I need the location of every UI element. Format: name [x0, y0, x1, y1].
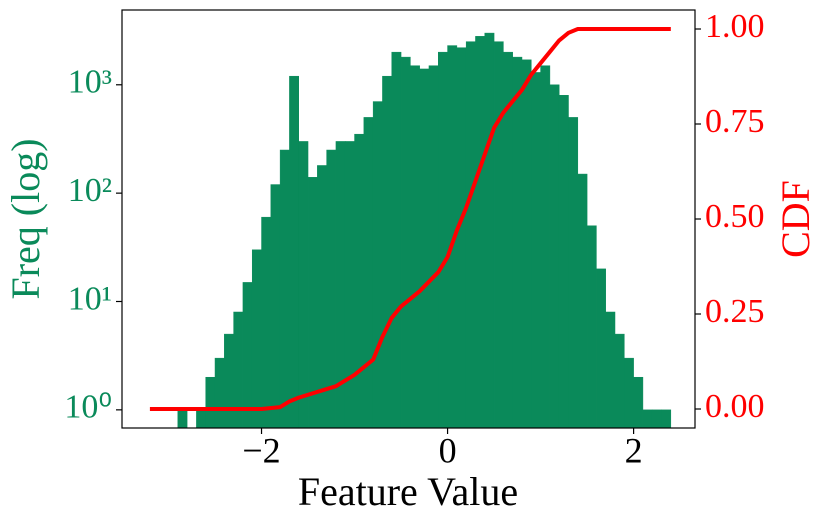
y2-tick-label: 1.00	[705, 8, 765, 45]
bar	[354, 133, 365, 429]
bar	[540, 65, 551, 429]
bar	[651, 409, 662, 429]
bar	[661, 409, 672, 429]
bar	[438, 51, 448, 429]
bar	[289, 75, 299, 429]
bar	[475, 36, 486, 429]
bar	[586, 225, 597, 429]
bar	[205, 376, 216, 429]
bar	[261, 216, 272, 429]
x-tick-label: 2	[625, 430, 643, 470]
bar	[493, 41, 504, 429]
bar	[633, 376, 644, 429]
bar	[521, 59, 532, 429]
bar	[298, 141, 309, 429]
y2-tick-label: 0.75	[705, 103, 765, 140]
y-tick-label: 10³	[68, 64, 112, 101]
y-axis-label: Freq (log)	[3, 138, 48, 299]
bar	[410, 65, 420, 429]
bar	[419, 68, 430, 429]
y2-tick-label: 0.50	[705, 198, 765, 235]
bar	[624, 357, 634, 429]
x-tick-label: 0	[439, 430, 457, 470]
bar	[214, 357, 225, 429]
y-tick-label: 10¹	[68, 280, 112, 317]
y2-tick-label: 0.25	[705, 293, 765, 330]
bar	[382, 75, 393, 429]
y-tick-label: 10²	[68, 172, 112, 209]
bar	[465, 41, 476, 429]
y2-tick-label: 0.00	[705, 388, 765, 425]
bar	[614, 333, 625, 429]
cdf-line	[149, 27, 671, 411]
bar	[531, 72, 541, 429]
bar	[596, 268, 606, 429]
bar	[251, 249, 262, 429]
bar	[605, 311, 616, 429]
bar	[400, 56, 411, 429]
bar	[484, 32, 495, 429]
bar	[568, 117, 579, 429]
bar	[196, 409, 206, 429]
bar	[344, 141, 355, 429]
bar	[642, 409, 653, 429]
bar	[177, 409, 188, 429]
bar	[428, 65, 439, 429]
bar	[242, 282, 253, 429]
bar	[279, 149, 290, 429]
bar	[270, 184, 281, 429]
bar	[512, 56, 523, 429]
y-tick-label: 10⁰	[64, 389, 112, 426]
x-tick-label: −2	[242, 430, 280, 470]
bar	[391, 51, 402, 429]
bar	[549, 84, 560, 429]
bar	[577, 173, 588, 429]
bar	[558, 95, 569, 429]
y2-axis-label: CDF	[773, 180, 818, 258]
bar	[363, 117, 374, 429]
x-axis-label: Feature Value	[298, 469, 518, 514]
bar	[372, 101, 383, 429]
bar	[224, 333, 234, 429]
bar	[456, 47, 467, 429]
